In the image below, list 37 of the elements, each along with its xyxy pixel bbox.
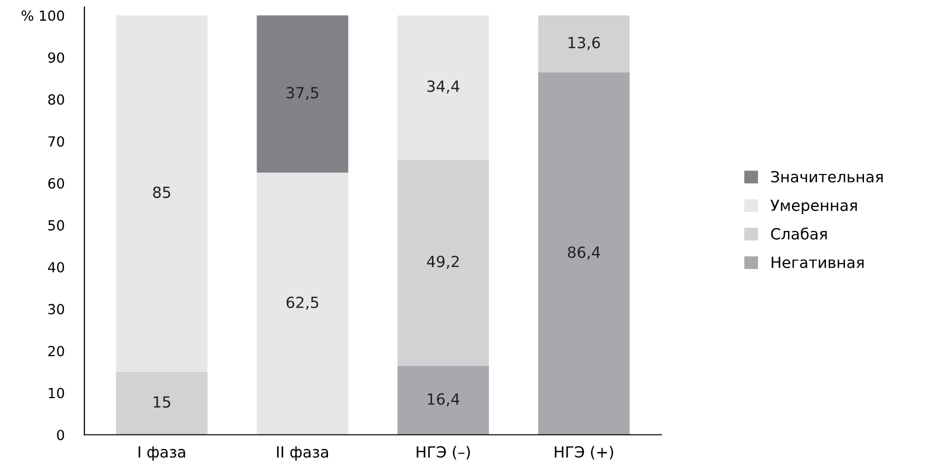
y-tick-label: 80 xyxy=(48,94,64,105)
bar xyxy=(538,15,630,72)
data-label: 15 xyxy=(154,396,170,408)
data-label: 37,5 xyxy=(286,86,318,100)
data-label: 86,4 xyxy=(568,246,600,260)
bar xyxy=(397,366,489,435)
data-label: 34,4 xyxy=(427,80,460,94)
y-tick-label: 60 xyxy=(48,178,64,189)
y-tick-label: 0 xyxy=(57,430,64,440)
y-tick-label: 70 xyxy=(48,136,64,147)
bar xyxy=(256,15,348,173)
legend-label: Слабая xyxy=(771,228,827,240)
bar xyxy=(397,160,489,366)
y-tick-label: 20 xyxy=(48,346,64,356)
legend-label: Негативная xyxy=(772,256,864,268)
bar xyxy=(538,72,630,435)
y-tick-label: 30 xyxy=(48,304,64,314)
x-tick-label: I фаза xyxy=(138,446,186,461)
y-tick-label: 10 xyxy=(48,388,64,398)
y-tick-label: 90 xyxy=(48,52,64,63)
x-tick-label: II фаза xyxy=(277,446,328,461)
bar xyxy=(116,372,208,435)
bar xyxy=(397,15,489,160)
x-tick-label: НГЭ (–) xyxy=(416,446,470,460)
x-tick-label: НГЭ (+) xyxy=(554,446,614,460)
y-tick-label: 50 xyxy=(48,220,64,231)
bar xyxy=(116,15,208,372)
data-label: 49,2 xyxy=(426,256,459,269)
legend-label: Значительная xyxy=(771,170,883,183)
data-label: 16,4 xyxy=(428,393,460,406)
legend-label: Умеренная xyxy=(770,200,857,214)
data-label: 85 xyxy=(153,186,170,198)
y-tick-label: % 100 xyxy=(22,10,64,21)
y-tick-label: 40 xyxy=(48,262,64,272)
data-label: 13,6 xyxy=(568,36,600,50)
data-label: 62,5 xyxy=(286,296,318,310)
bar xyxy=(256,172,348,435)
